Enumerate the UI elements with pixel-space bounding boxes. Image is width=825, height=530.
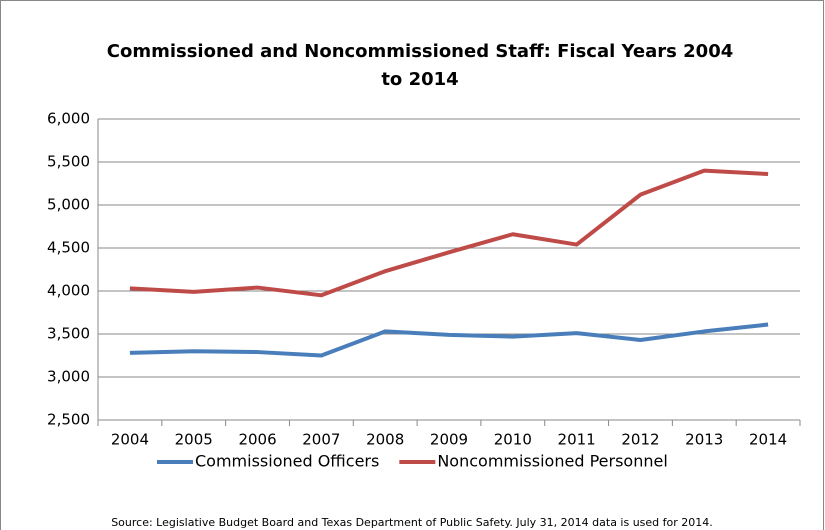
x-tick-label: 2006 (238, 431, 276, 449)
y-tick-label: 5,000 (47, 196, 90, 214)
y-tick-label: 4,000 (47, 282, 90, 300)
x-tick-label: 2005 (175, 431, 213, 449)
series-line (129, 168, 769, 298)
x-tick-label: 2004 (111, 431, 149, 449)
x-tick-label: 2011 (558, 431, 596, 449)
y-tick-label: 6,000 (47, 110, 90, 128)
x-tick-label: 2012 (621, 431, 659, 449)
source-note: Source: Legislative Budget Board and Tex… (111, 516, 713, 529)
legend-label: Commissioned Officers (195, 452, 379, 471)
series-line (129, 322, 769, 358)
y-tick-label: 5,500 (47, 153, 90, 171)
x-tick-label: 2010 (494, 431, 532, 449)
y-tick-label: 2,500 (47, 411, 90, 429)
x-tick-label: 2008 (366, 431, 404, 449)
y-tick-label: 3,500 (47, 325, 90, 343)
chart-title: Commissioned and Noncommissioned Staff: … (106, 41, 734, 90)
x-tick-label: 2013 (685, 431, 723, 449)
legend-label: Noncommissioned Personnel (437, 452, 667, 471)
y-tick-label: 3,000 (47, 368, 90, 386)
x-tick-label: 2014 (749, 431, 787, 449)
x-tick-label: 2009 (430, 431, 468, 449)
y-tick-label: 4,500 (47, 239, 90, 257)
x-tick-label: 2007 (302, 431, 340, 449)
